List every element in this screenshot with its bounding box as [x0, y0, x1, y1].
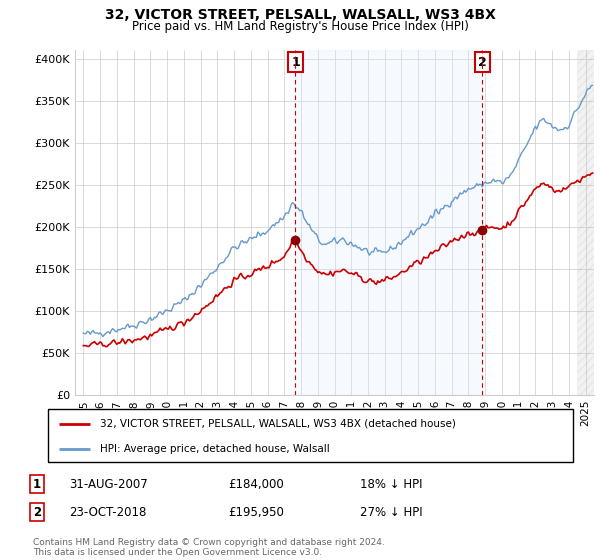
Text: 2: 2 [478, 55, 487, 68]
Text: 32, VICTOR STREET, PELSALL, WALSALL, WS3 4BX (detached house): 32, VICTOR STREET, PELSALL, WALSALL, WS3… [101, 419, 457, 429]
Text: 23-OCT-2018: 23-OCT-2018 [69, 506, 146, 519]
Bar [295, 50, 482, 395]
Text: 2: 2 [33, 506, 41, 519]
Text: Price paid vs. HM Land Registry's House Price Index (HPI): Price paid vs. HM Land Registry's House … [131, 20, 469, 32]
Text: 1: 1 [291, 55, 300, 68]
Text: 1: 1 [33, 478, 41, 491]
Text: HPI: Average price, detached house, Walsall: HPI: Average price, detached house, Wals… [101, 444, 330, 454]
Text: £195,950: £195,950 [228, 506, 284, 519]
Text: 31-AUG-2007: 31-AUG-2007 [69, 478, 148, 491]
Text: 32, VICTOR STREET, PELSALL, WALSALL, WS3 4BX: 32, VICTOR STREET, PELSALL, WALSALL, WS3… [104, 8, 496, 22]
Text: £184,000: £184,000 [228, 478, 284, 491]
FancyBboxPatch shape [48, 409, 573, 462]
Text: 27% ↓ HPI: 27% ↓ HPI [360, 506, 422, 519]
Text: Contains HM Land Registry data © Crown copyright and database right 2024.
This d: Contains HM Land Registry data © Crown c… [33, 538, 385, 557]
Text: 18% ↓ HPI: 18% ↓ HPI [360, 478, 422, 491]
Bar [577, 50, 594, 395]
